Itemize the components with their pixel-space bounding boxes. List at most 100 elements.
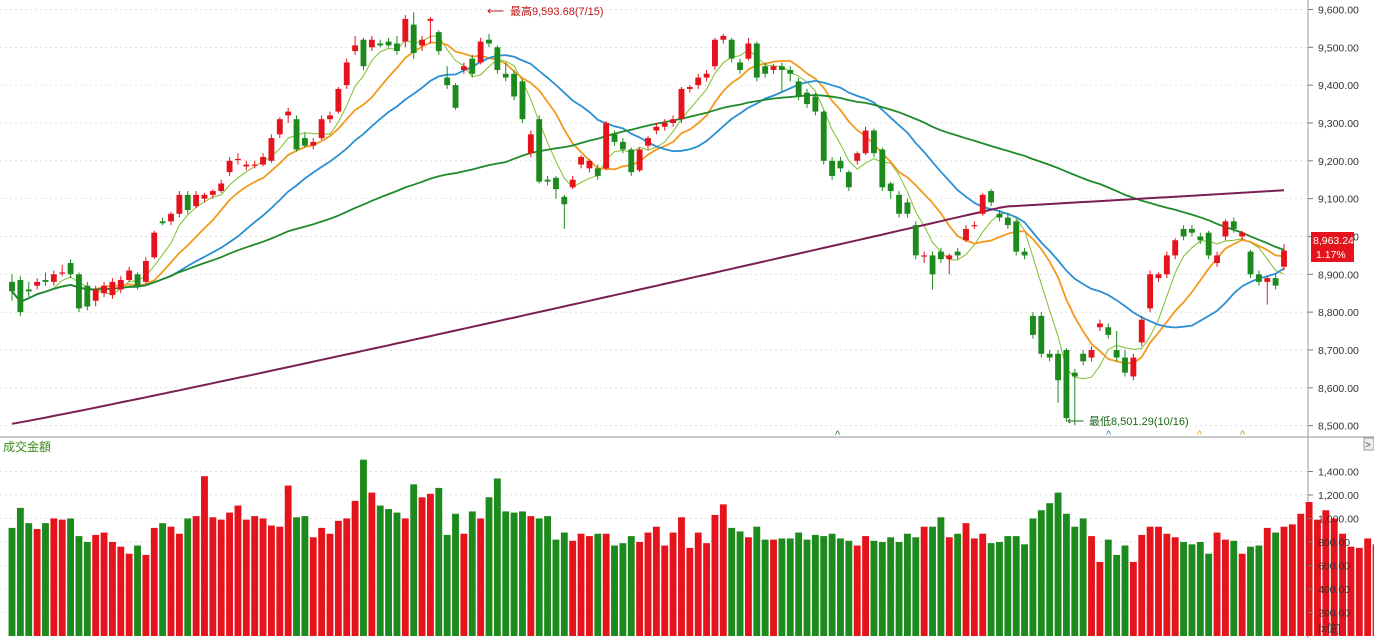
volume-bar xyxy=(502,511,510,636)
candle-body xyxy=(276,119,283,135)
volume-bar xyxy=(1180,541,1188,636)
volume-bar xyxy=(284,485,292,636)
candle-body xyxy=(460,66,467,70)
volume-bar xyxy=(125,553,133,636)
candle-body xyxy=(126,270,133,280)
volume-bar xyxy=(552,539,560,636)
volume-bar xyxy=(920,526,928,636)
candle-body xyxy=(937,251,944,260)
right-chevron-button-icon[interactable]: > xyxy=(1365,440,1371,451)
volume-bar xyxy=(1205,553,1213,636)
candle-body xyxy=(50,274,57,282)
candle-body xyxy=(1155,274,1162,279)
volume-bar xyxy=(1012,536,1020,636)
moving-average-lines xyxy=(11,35,1285,425)
volume-bar xyxy=(8,527,16,636)
candle-body xyxy=(527,134,534,154)
candle-body xyxy=(737,62,743,70)
volume-bar xyxy=(903,533,911,636)
volume-bar xyxy=(1113,554,1121,636)
volume-bar xyxy=(267,525,275,636)
candle-body xyxy=(988,191,995,203)
candle-body xyxy=(904,202,911,214)
candle-body xyxy=(879,149,886,188)
volume-bar xyxy=(376,505,384,636)
candle-body xyxy=(9,281,15,292)
candle-body xyxy=(762,66,769,74)
volume-bar xyxy=(318,527,326,636)
candle-body xyxy=(854,153,861,161)
candle-body xyxy=(653,126,660,131)
candle-body xyxy=(176,194,183,214)
candle-body xyxy=(117,279,124,290)
volume-bar xyxy=(560,532,568,636)
candle-body xyxy=(712,39,718,67)
volume-bars xyxy=(8,459,1374,636)
volume-bar xyxy=(343,518,351,636)
candle-body xyxy=(829,160,836,176)
volume-bar xyxy=(1163,533,1171,636)
volume-bar xyxy=(1230,540,1238,636)
candle-body xyxy=(703,73,710,78)
volume-bar xyxy=(636,541,644,636)
candle-body xyxy=(544,179,551,182)
volume-bar xyxy=(42,523,49,636)
volume-bar xyxy=(234,505,242,636)
candle-body xyxy=(101,285,107,294)
candle-body xyxy=(1096,323,1103,328)
volume-bar xyxy=(1146,526,1154,636)
volume-tick-label: 200.00 xyxy=(1318,607,1350,619)
candle-body xyxy=(343,62,350,86)
candle-body xyxy=(1038,315,1045,354)
volume-bar xyxy=(67,518,75,636)
volume-bar xyxy=(828,533,836,636)
candle-body xyxy=(1130,357,1137,377)
candle-body xyxy=(594,168,601,176)
candle-body xyxy=(963,228,969,241)
volume-bar xyxy=(426,493,434,636)
volume-bar xyxy=(1029,518,1037,636)
volume-bar xyxy=(1314,519,1321,636)
candle-body xyxy=(553,177,559,190)
candle-body xyxy=(845,172,852,188)
candle-body xyxy=(427,18,434,21)
up-chevron-marker-icon: ^ xyxy=(1240,429,1246,441)
volume-bar xyxy=(360,459,367,636)
scroll-toggle-button[interactable]: > xyxy=(1363,437,1374,451)
volume-axis: 1,400.00 1,200.00 1,000.00 800.00 600.00 400.… xyxy=(1308,466,1359,619)
candle-body xyxy=(368,39,375,48)
candle-body xyxy=(695,77,702,86)
volume-tick-label: 800.00 xyxy=(1318,537,1350,549)
candle-body xyxy=(218,183,225,192)
volume-bar xyxy=(75,536,83,636)
volume-bar xyxy=(1096,561,1104,636)
volume-bar xyxy=(602,533,610,636)
candle-body xyxy=(410,24,417,53)
candle-body xyxy=(820,111,827,161)
volume-bar xyxy=(351,500,359,636)
volume-bar xyxy=(594,533,602,636)
volume-bar xyxy=(142,554,150,636)
candle-body xyxy=(670,119,677,123)
candle-body xyxy=(285,111,292,116)
last-price-background xyxy=(1311,232,1354,262)
candle-body xyxy=(209,191,216,195)
volume-bar xyxy=(226,512,234,636)
price-tick-label: 9,600.00 xyxy=(1318,4,1359,16)
volume-bar xyxy=(1129,561,1137,636)
volume-bar xyxy=(1104,539,1112,636)
candle-body xyxy=(419,39,425,46)
candle-body xyxy=(1180,228,1187,237)
candle-body xyxy=(42,279,49,282)
scroll-toggle-background[interactable] xyxy=(1363,437,1374,451)
volume-bar xyxy=(811,534,819,636)
volume-bar xyxy=(1272,532,1280,636)
high-annotation: ⟵ 最高9,593.68(7/15) xyxy=(487,4,604,18)
volume-bar xyxy=(1355,547,1363,636)
volume-bar xyxy=(979,533,987,636)
price-tick-label: 8,700.00 xyxy=(1318,345,1359,357)
volume-bar xyxy=(468,511,476,636)
candle-body xyxy=(235,158,241,161)
candle-body xyxy=(1281,250,1287,267)
volume-bar xyxy=(878,541,886,636)
